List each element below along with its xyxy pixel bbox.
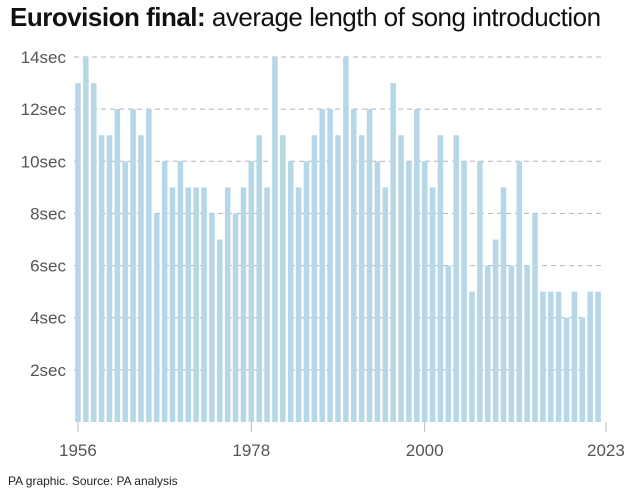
bar-1956 — [75, 83, 81, 423]
bar-2016 — [548, 291, 554, 422]
bar-1971 — [193, 187, 199, 422]
bar-1976 — [232, 213, 239, 422]
bar-1974 — [217, 239, 223, 422]
bar-1986 — [311, 135, 318, 422]
x-tick-label-1956: 1956 — [59, 441, 97, 460]
bar-2017 — [555, 291, 562, 422]
y-tick-label-12: 12sec — [21, 100, 67, 119]
bar-1960 — [106, 135, 113, 422]
bar-1957 — [83, 57, 89, 422]
y-tick-label-6: 6sec — [30, 257, 66, 276]
bar-1978 — [248, 161, 255, 423]
x-tick-label-1978: 1978 — [232, 441, 270, 460]
bar-1964 — [138, 135, 144, 422]
bar-2021 — [587, 291, 593, 422]
bar-1962 — [122, 161, 128, 423]
bar-2005 — [461, 161, 467, 423]
bar-2012 — [516, 161, 523, 423]
bar-1965 — [146, 109, 152, 423]
y-tick-label-14: 14sec — [21, 48, 67, 67]
bar-1963 — [130, 109, 136, 423]
bar-1993 — [366, 109, 373, 423]
bar-1967 — [161, 161, 168, 423]
bar-1996 — [390, 83, 396, 423]
x-tick-label-2000: 2000 — [406, 441, 444, 460]
y-tick-label-2: 2sec — [30, 361, 66, 380]
bar-1969 — [177, 161, 184, 423]
bar-2009 — [492, 239, 499, 422]
bar-2010 — [500, 187, 507, 422]
bar-2020 — [579, 317, 586, 422]
bar-1972 — [201, 187, 207, 422]
bar-2002 — [437, 135, 444, 422]
y-tick-label-8: 8sec — [30, 204, 66, 223]
bar-1966 — [153, 213, 160, 422]
x-tick-label-2023: 2023 — [587, 441, 625, 460]
bar-1968 — [169, 187, 176, 422]
bar-1961 — [114, 109, 121, 423]
bar-1973 — [209, 213, 215, 422]
bar-1959 — [98, 135, 105, 422]
bar-2013 — [524, 265, 530, 422]
bar-1970 — [185, 187, 192, 422]
bar-2004 — [453, 135, 459, 422]
bar-1987 — [319, 109, 325, 423]
bar-1982 — [280, 135, 286, 422]
bar-2019 — [571, 291, 578, 422]
chart-title-rest: average length of song introduction — [211, 2, 601, 32]
bar-1989 — [335, 135, 341, 422]
bar-1998 — [406, 161, 412, 423]
chart-title: Eurovision final: average length of song… — [10, 2, 601, 33]
bars — [75, 57, 601, 423]
bar-1980 — [264, 187, 270, 422]
bar-1995 — [382, 187, 389, 422]
bar-2003 — [445, 265, 452, 422]
bar-1997 — [398, 135, 404, 422]
bar-2011 — [508, 265, 515, 422]
bar-1994 — [374, 161, 381, 423]
bar-1984 — [295, 187, 302, 422]
bar-1988 — [327, 109, 333, 423]
bar-1983 — [287, 161, 294, 423]
bar-1975 — [224, 187, 231, 422]
source-note: PA graphic. Source: PA analysis — [8, 474, 178, 488]
y-tick-label-4: 4sec — [30, 309, 66, 328]
bar-1991 — [351, 109, 357, 423]
bar-1990 — [343, 57, 349, 422]
bar-2022 — [595, 291, 601, 422]
bar-2000 — [421, 161, 428, 423]
x-tick-labels: 1956 1978 2000 2023 — [59, 422, 625, 460]
bar-1999 — [414, 109, 420, 423]
chart-title-bold: Eurovision final: — [10, 2, 206, 32]
y-tick-label-10: 10sec — [21, 152, 67, 171]
bar-2001 — [429, 187, 436, 422]
bar-1992 — [358, 135, 365, 422]
bar-1979 — [256, 135, 262, 422]
bar-2018 — [563, 317, 570, 422]
bar-2015 — [540, 291, 546, 422]
bar-2006 — [469, 291, 475, 422]
bar-1977 — [240, 187, 247, 422]
bar-1958 — [90, 83, 97, 423]
bar-1981 — [272, 57, 278, 422]
bar-1985 — [303, 161, 310, 423]
bar-2007 — [477, 161, 483, 423]
bar-2008 — [484, 265, 491, 422]
bar-2014 — [532, 213, 538, 422]
y-tick-labels: 2sec 4sec 6sec 8sec 10sec 12sec 14sec — [21, 48, 67, 380]
